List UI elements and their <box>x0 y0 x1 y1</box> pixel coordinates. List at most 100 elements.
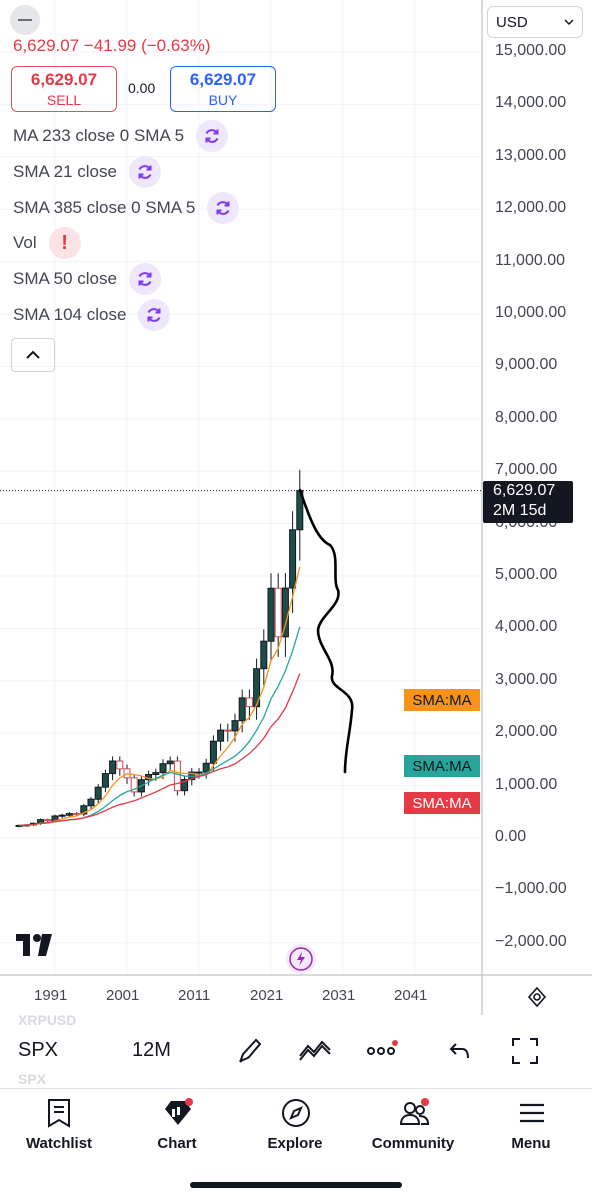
drag-handle-icon[interactable] <box>10 5 40 35</box>
drawing-pen-icon[interactable] <box>236 1036 266 1066</box>
price-chart[interactable] <box>0 0 592 1090</box>
indicator-row[interactable]: SMA 21 close <box>13 156 161 188</box>
undo-icon[interactable] <box>448 1040 472 1062</box>
sell-button[interactable]: 6,629.07 SELL <box>11 66 117 112</box>
nav-watchlist[interactable]: Watchlist <box>4 1089 114 1159</box>
nav-chart[interactable]: Chart <box>122 1089 232 1159</box>
candle-body <box>87 798 95 807</box>
candle-body <box>274 587 282 638</box>
refresh-icon[interactable] <box>138 299 171 331</box>
y-tick-label: 5,000.00 <box>495 566 558 583</box>
indicator-label: Vol <box>13 233 37 252</box>
indicator-row[interactable]: SMA 385 close 0 SMA 5 <box>13 192 240 224</box>
home-indicator <box>190 1182 402 1188</box>
y-tick-label: 4,000.00 <box>495 618 558 636</box>
candle-body <box>202 762 210 773</box>
y-tick-label: 9,000.00 <box>495 356 558 374</box>
y-tick-label: 1,000.00 <box>495 775 558 793</box>
y-tick-label: −1,000.00 <box>495 880 567 898</box>
nav-label: Community <box>371 1135 455 1152</box>
ma-line <box>18 566 301 827</box>
y-tick-label: 10,000.00 <box>495 304 567 321</box>
hamburger-icon <box>520 1103 544 1123</box>
indicators-icon[interactable] <box>298 1038 332 1062</box>
indicator-row[interactable]: MA 233 close 0 SMA 5 <box>13 120 229 152</box>
candle-body <box>44 819 52 822</box>
x-tick-label: 2011 <box>178 987 211 1004</box>
refresh-icon[interactable] <box>196 120 229 152</box>
indicator-label: SMA 50 close <box>13 269 117 288</box>
candle-body <box>267 587 275 642</box>
nav-explore[interactable]: Explore <box>240 1089 350 1159</box>
chart-icon <box>165 1098 193 1125</box>
candle-body <box>65 813 73 816</box>
candle-body <box>116 760 124 770</box>
warning-icon[interactable]: ! <box>48 227 81 259</box>
buy-button[interactable]: 6,629.07 BUY <box>170 66 276 112</box>
refresh-icon[interactable] <box>207 192 240 224</box>
indicator-row[interactable]: Vol ! <box>13 227 81 259</box>
x-tick-label: 2041 <box>394 987 428 1004</box>
candle-body <box>253 668 261 708</box>
indicator-label: SMA 104 close <box>13 305 127 324</box>
ma-line <box>18 673 301 827</box>
candle-body <box>58 814 66 817</box>
indicator-label: MA 233 close 0 SMA 5 <box>13 126 185 145</box>
ma-tag-red: SMA:MA <box>404 792 480 814</box>
candle-body <box>245 697 253 708</box>
community-icon <box>399 1098 430 1125</box>
indicator-row[interactable]: SMA 104 close <box>13 299 171 331</box>
buy-label: BUY <box>208 92 238 108</box>
interval-button[interactable]: 12M <box>132 1039 171 1061</box>
candle-body <box>260 640 268 670</box>
symbol-button[interactable]: SPX <box>18 1039 59 1061</box>
lightning-icon[interactable] <box>286 944 316 974</box>
ghost-symbol-bottom: SPX <box>18 1071 47 1087</box>
bar-countdown: 2M 15d <box>493 502 547 519</box>
refresh-icon[interactable] <box>128 263 161 295</box>
nav-label: Watchlist <box>25 1135 93 1152</box>
ma-line <box>18 626 301 827</box>
indicator-row[interactable]: SMA 50 close <box>13 263 161 295</box>
y-tick-label: −2,000.00 <box>495 932 567 950</box>
x-tick-label: 2001 <box>106 987 140 1004</box>
spread-value: 0.00 <box>128 80 156 96</box>
candle-body <box>80 805 88 815</box>
bottom-nav: Watchlist Chart Explore Community Menu <box>0 1088 592 1159</box>
nav-menu[interactable]: Menu <box>476 1089 586 1159</box>
x-tick-label: 2021 <box>250 987 284 1004</box>
candle-body <box>195 771 203 774</box>
candle-body <box>109 760 117 775</box>
y-tick-label: 3,000.00 <box>495 670 558 688</box>
candle-body <box>101 773 109 788</box>
candle-body <box>152 772 160 775</box>
y-tick-label: 15,000.00 <box>495 42 567 59</box>
watchlist-icon <box>48 1099 70 1128</box>
x-tick-label: 1991 <box>34 987 68 1004</box>
annotation-drawing <box>298 488 354 774</box>
nav-label: Explore <box>267 1135 323 1152</box>
nav-community[interactable]: Community <box>358 1089 468 1159</box>
more-icon[interactable] <box>366 1040 400 1060</box>
indicator-label: SMA 21 close <box>13 162 117 181</box>
refresh-icon[interactable] <box>128 156 161 188</box>
candle-body <box>159 763 167 774</box>
last-price: 6,629.07 <box>493 482 556 499</box>
chart-settings-icon[interactable] <box>525 985 549 1009</box>
candle-body <box>209 740 217 764</box>
chevron-up-icon <box>26 350 40 359</box>
collapse-indicators-button[interactable] <box>11 338 55 372</box>
indicator-label: SMA 385 close 0 SMA 5 <box>13 198 196 217</box>
y-tick-label: 11,000.00 <box>495 251 565 269</box>
candle-body <box>94 786 102 800</box>
y-tick-label: 7,000.00 <box>495 461 558 479</box>
ma-tag-teal: SMA:MA <box>404 755 480 777</box>
fullscreen-icon[interactable] <box>510 1036 540 1066</box>
candle-body <box>181 779 189 792</box>
ghost-symbol-top: XRPUSD <box>18 1012 77 1028</box>
nav-label: Chart <box>157 1135 197 1152</box>
tradingview-logo <box>16 934 52 956</box>
currency-select[interactable]: USD <box>487 6 583 38</box>
candle-body <box>173 760 181 792</box>
candle-body <box>231 720 239 732</box>
